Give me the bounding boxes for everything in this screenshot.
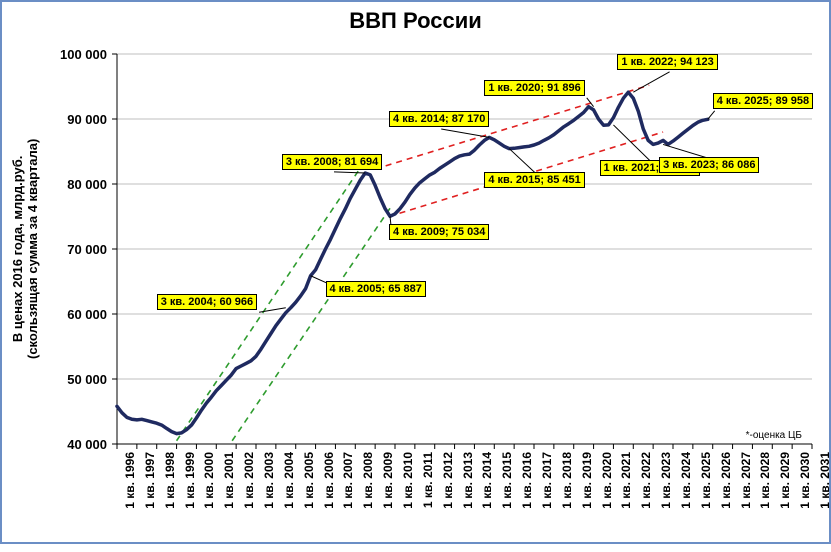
x-tick-label: 1 кв. 2005: [302, 452, 316, 552]
x-tick-label: 1 кв. 2009: [381, 452, 395, 552]
callout-label: 3 кв. 2008; 81 694: [282, 154, 382, 170]
x-tick-label: 1 кв. 2019: [580, 452, 594, 552]
x-tick-label: 1 кв. 1996: [123, 452, 137, 552]
x-tick-label: 1 кв. 2015: [500, 452, 514, 552]
x-tick-label: 1 кв. 2025: [699, 452, 713, 552]
callout-label: 4 кв. 2009; 75 034: [389, 224, 489, 240]
x-tick-label: 1 кв. 2001: [222, 452, 236, 552]
x-tick-label: 1 кв. 2008: [361, 452, 375, 552]
x-tick-label: 1 кв. 2018: [560, 452, 574, 552]
x-tick-label: 1 кв. 2028: [758, 452, 772, 552]
x-tick-label: 1 кв. 2002: [242, 452, 256, 552]
x-tick-label: 1 кв. 2024: [679, 452, 693, 552]
x-tick-label: 1 кв. 1999: [183, 452, 197, 552]
callout-label: 4 кв. 2015; 85 451: [484, 172, 584, 188]
x-tick-label: 1 кв. 2014: [480, 452, 494, 552]
y-tick-label: 40 000: [2, 437, 107, 452]
x-tick-label: 1 кв. 2007: [341, 452, 355, 552]
x-tick-label: 1 кв. 2022: [639, 452, 653, 552]
x-tick-label: 1 кв. 2011: [421, 452, 435, 552]
x-tick-label: 1 кв. 2017: [540, 452, 554, 552]
x-tick-label: 1 кв. 2031: [818, 452, 831, 552]
callout-label: 3 кв. 2023; 86 086: [659, 157, 759, 173]
y-tick-label: 70 000: [2, 242, 107, 257]
x-tick-label: 1 кв. 2016: [520, 452, 534, 552]
x-tick-label: 1 кв. 2006: [322, 452, 336, 552]
callout-label: 3 кв. 2004; 60 966: [157, 294, 257, 310]
x-tick-label: 1 кв. 1998: [163, 452, 177, 552]
x-tick-label: 1 кв. 2012: [441, 452, 455, 552]
callout-label: 1 кв. 2020; 91 896: [484, 80, 584, 96]
x-tick-label: 1 кв. 2000: [202, 452, 216, 552]
callout-label: 4 кв. 2025; 89 958: [713, 93, 813, 109]
y-tick-label: 90 000: [2, 112, 107, 127]
x-tick-label: 1 кв. 2023: [659, 452, 673, 552]
y-tick-label: 100 000: [2, 47, 107, 62]
x-tick-label: 1 кв. 2027: [739, 452, 753, 552]
y-tick-label: 80 000: [2, 177, 107, 192]
x-tick-label: 1 кв. 2013: [461, 452, 475, 552]
x-tick-label: 1 кв. 2004: [282, 452, 296, 552]
x-tick-label: 1 кв. 2010: [401, 452, 415, 552]
x-tick-label: 1 кв. 1997: [143, 452, 157, 552]
x-tick-label: 1 кв. 2026: [719, 452, 733, 552]
x-tick-label: 1 кв. 2029: [778, 452, 792, 552]
x-tick-label: 1 кв. 2021: [619, 452, 633, 552]
callout-label: 4 кв. 2005; 65 887: [326, 281, 426, 297]
callout-label: 4 кв. 2014; 87 170: [389, 111, 489, 127]
x-tick-label: 1 кв. 2030: [798, 452, 812, 552]
x-tick-label: 1 кв. 2020: [600, 452, 614, 552]
callout-label: 1 кв. 2022; 94 123: [617, 54, 717, 70]
x-tick-label: 1 кв. 2003: [262, 452, 276, 552]
y-tick-label: 60 000: [2, 307, 107, 322]
y-tick-label: 50 000: [2, 372, 107, 387]
